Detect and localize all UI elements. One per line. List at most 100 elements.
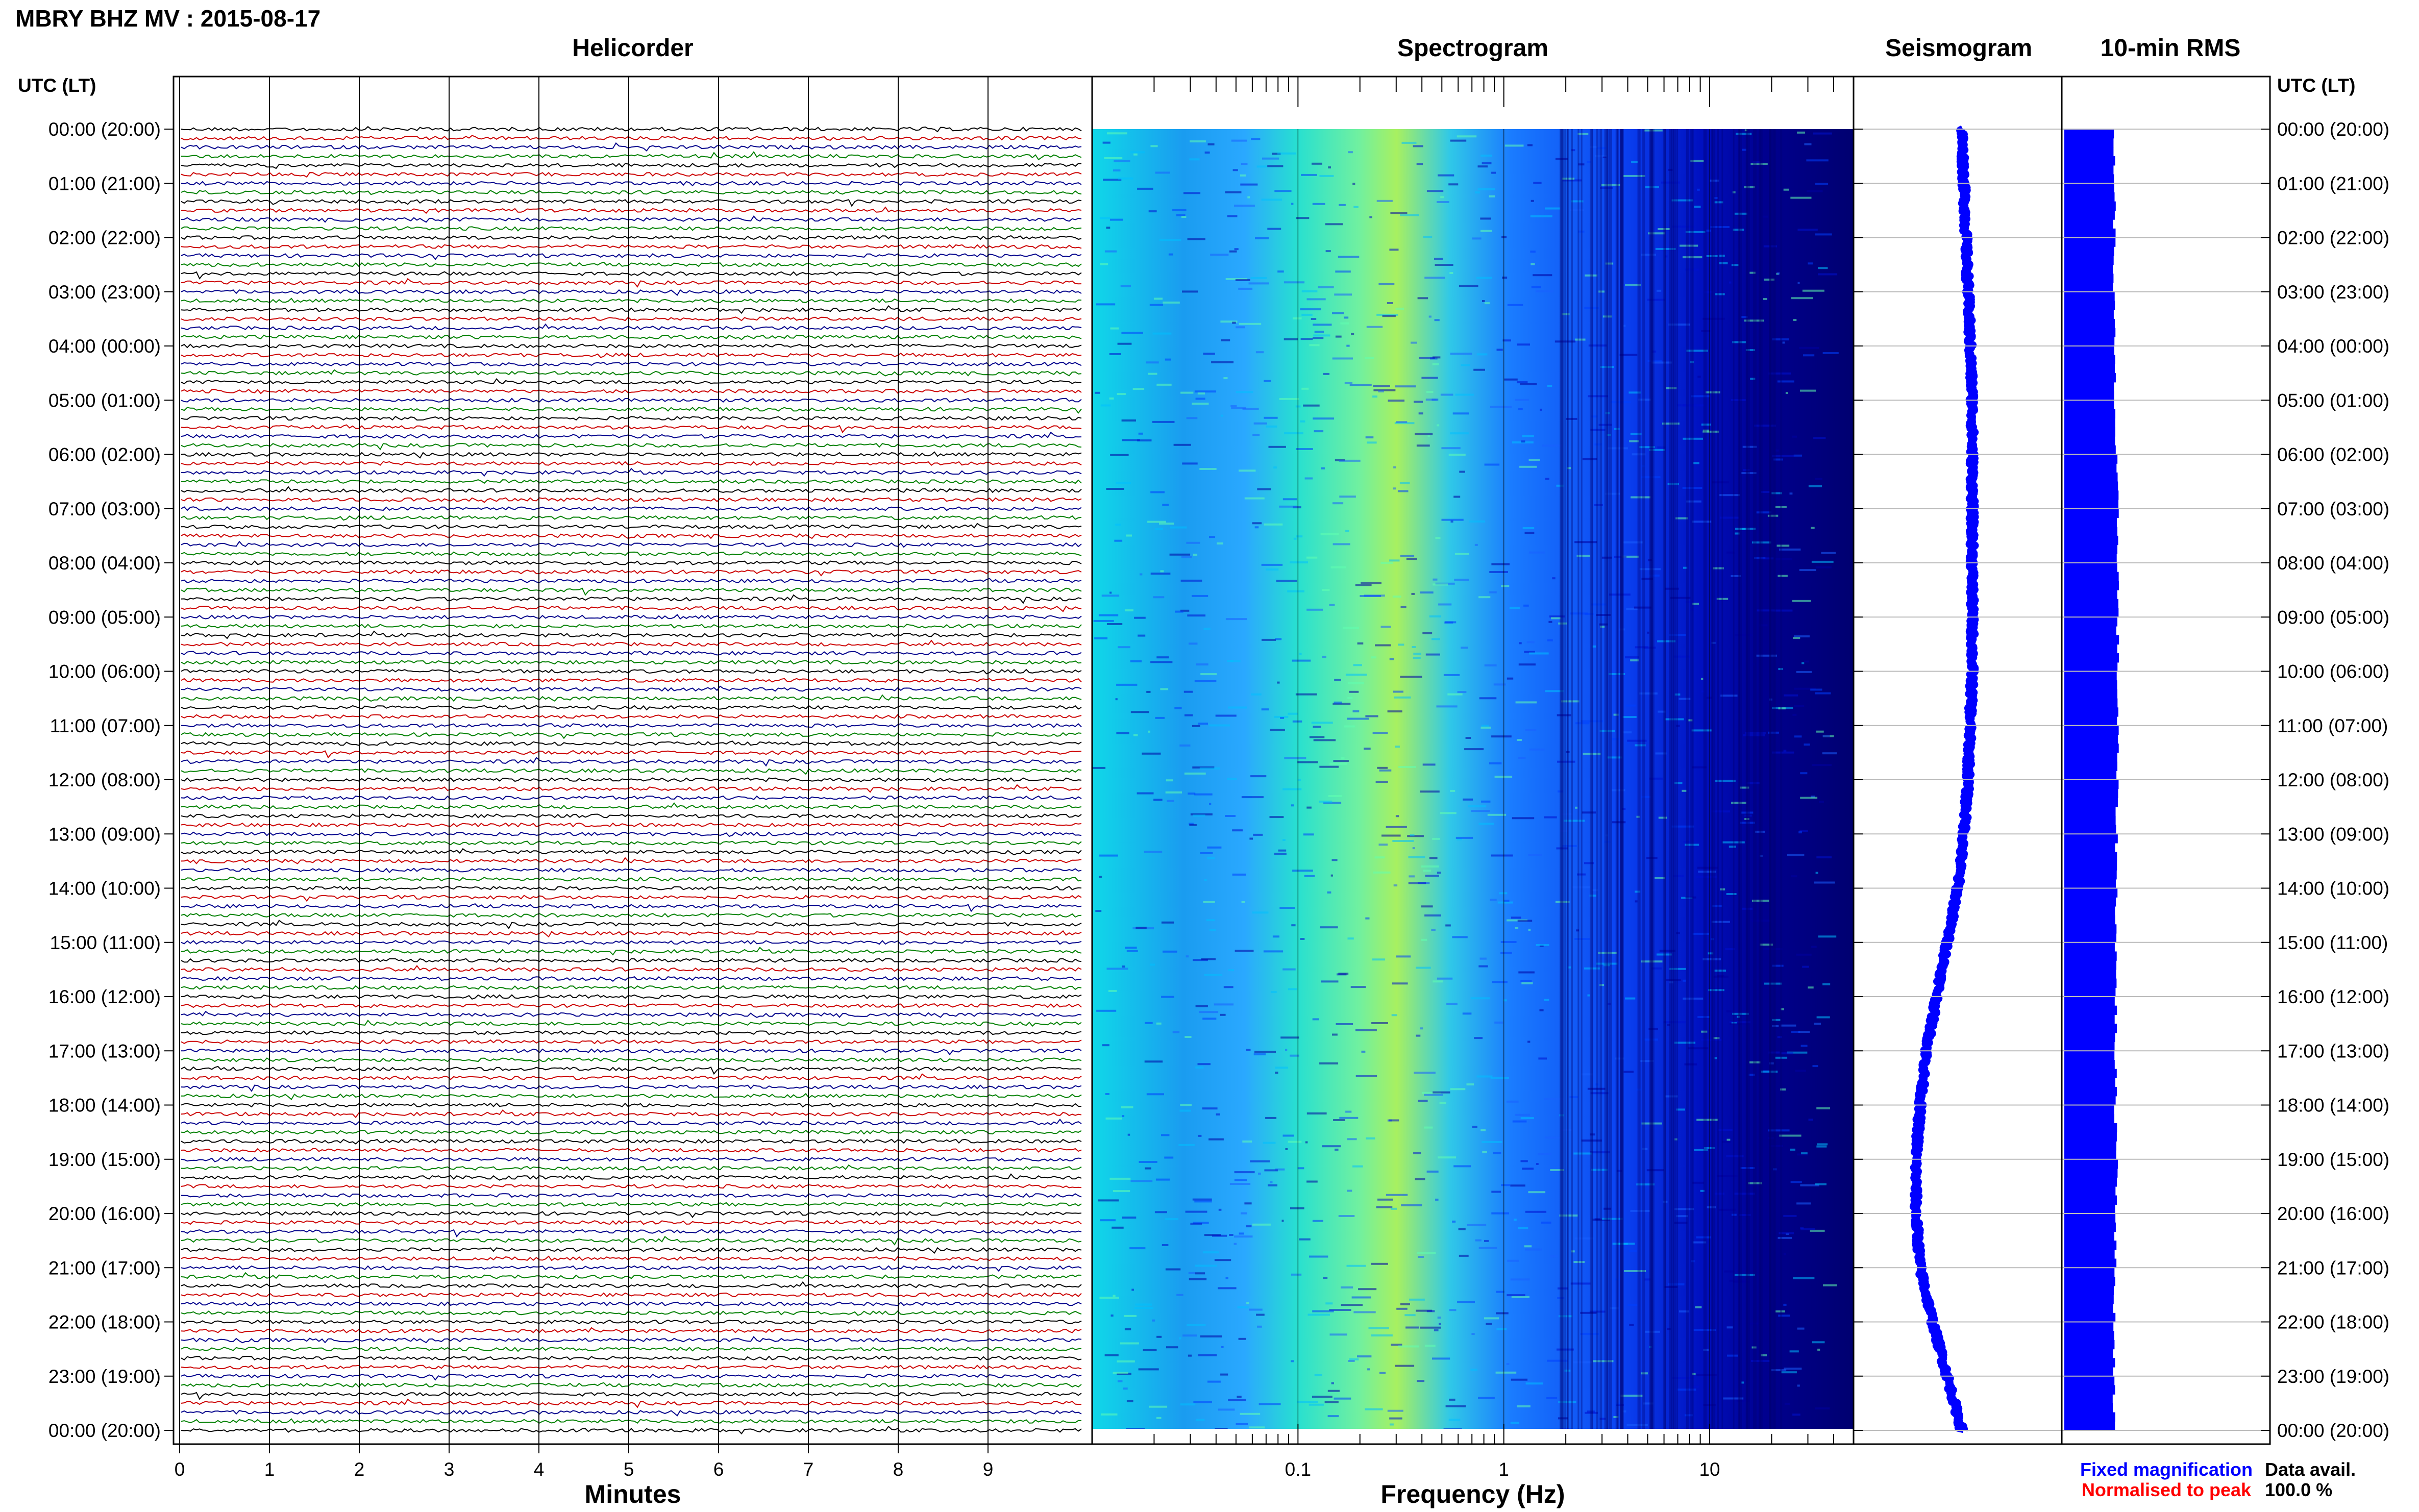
- spectrogram-speck: [1109, 218, 1123, 221]
- spectrogram-speck: [1398, 1345, 1419, 1348]
- time-label-right: 08:00 (04:00): [2277, 553, 2389, 574]
- spectrogram-speck: [1491, 735, 1512, 738]
- spectrogram-speck: [1182, 1334, 1197, 1337]
- spectrogram-speck: [1122, 1115, 1125, 1118]
- rms-bar: [2064, 1141, 2116, 1151]
- spectrogram-speck: [1602, 315, 1612, 318]
- time-label-left: 22:00 (18:00): [48, 1312, 161, 1333]
- spectrogram-speck: [1195, 1265, 1217, 1267]
- spectrogram-speck: [1769, 698, 1772, 701]
- spectrogram-speck: [1288, 1141, 1302, 1143]
- spectrogram-speck: [1279, 505, 1297, 508]
- spectrogram-speck: [1570, 612, 1588, 615]
- spectrogram-speck: [1357, 642, 1364, 645]
- spectrogram-speck: [1706, 391, 1720, 393]
- spectrogram-speck: [1422, 763, 1436, 766]
- spectrogram-speck: [1536, 290, 1554, 292]
- spectrogram-speck: [1595, 1083, 1599, 1086]
- spectrogram-speck: [1740, 786, 1749, 789]
- spectrogram-speck: [1341, 1286, 1353, 1288]
- spectrogram-speck: [1804, 743, 1810, 746]
- spectrogram-speck: [1153, 596, 1165, 599]
- rms-bar: [2064, 255, 2114, 265]
- spectrogram-speck: [1347, 1138, 1357, 1141]
- spectrogram-speck: [1477, 188, 1495, 190]
- rms-bar: [2064, 788, 2118, 798]
- spectrogram-speck: [1733, 191, 1736, 193]
- helicorder-trace: [181, 1255, 1082, 1261]
- spectrogram-speck: [1470, 1369, 1477, 1371]
- spectrogram-speck: [1510, 1422, 1519, 1424]
- rms-bar: [2064, 581, 2119, 590]
- spectrogram-speck: [1444, 621, 1453, 624]
- spectrogram-speck: [1285, 1148, 1288, 1150]
- rms-bar: [2064, 409, 2115, 419]
- helicorder-trace: [181, 1327, 1082, 1333]
- time-label-left: 23:00 (19:00): [48, 1366, 161, 1387]
- spectrogram-speck: [1587, 161, 1591, 163]
- spectrogram-speck: [1160, 570, 1164, 573]
- spectrogram-speck: [1113, 1295, 1116, 1297]
- spectrogram-speck: [1544, 999, 1549, 1001]
- spectrogram-speck: [1812, 764, 1832, 766]
- spectrogram-speck: [1464, 748, 1484, 751]
- spectrogram-speck: [1269, 816, 1284, 819]
- spectrogram-speck: [1400, 214, 1419, 216]
- rms-bar: [2064, 535, 2118, 546]
- time-label-right: 02:00 (22:00): [2277, 228, 2389, 249]
- spectrogram-speck: [1169, 553, 1191, 556]
- spectrogram-speck: [1715, 780, 1736, 782]
- spectrogram-speck: [1106, 968, 1128, 970]
- spectrogram-band: [1677, 129, 1679, 1429]
- helicorder-trace: [181, 278, 1082, 288]
- rms-frame: [2061, 76, 2271, 1445]
- spectrogram-speck: [1475, 1239, 1482, 1242]
- spectrogram-speck: [1187, 238, 1205, 240]
- rms-bar: [2064, 355, 2115, 364]
- spectrogram-speck: [1700, 678, 1704, 680]
- spectrogram-speck: [1635, 744, 1646, 747]
- spectrogram-speck: [1642, 465, 1645, 467]
- spectrogram-speck: [1489, 762, 1502, 764]
- spectrogram-speck: [1803, 354, 1815, 357]
- spectrogram-speck: [1413, 657, 1421, 659]
- spectrogram-speck: [1198, 1354, 1217, 1356]
- spectrogram-speck: [1559, 1114, 1564, 1117]
- spectrogram-band: [1650, 129, 1652, 1429]
- spectrogram-speck: [1296, 448, 1313, 450]
- spectrogram-speck: [1494, 1021, 1503, 1024]
- spectrogram-speck: [1437, 424, 1440, 427]
- spectrogram-speck: [1180, 1403, 1196, 1406]
- rms-bar: [2064, 1177, 2117, 1187]
- rms-bar: [2064, 490, 2119, 500]
- spectrogram-speck: [1683, 841, 1690, 844]
- spectrogram-speck: [1447, 693, 1463, 696]
- spectrogram-speck: [1813, 132, 1832, 135]
- spectrogram-speck: [1585, 612, 1594, 615]
- spectrogram-speck: [1793, 635, 1810, 638]
- helicorder-trace: [181, 540, 1082, 548]
- spectrogram-speck: [1546, 1397, 1558, 1399]
- spectrogram-speck: [1277, 270, 1284, 273]
- spectrogram-speck: [1372, 958, 1386, 961]
- spectrogram-speck: [1392, 840, 1414, 842]
- spectrogram-speck: [1365, 917, 1370, 920]
- spectrogram-speck: [1625, 656, 1639, 659]
- spectrogram-speck: [1434, 258, 1443, 260]
- rms-bar: [2064, 364, 2115, 374]
- spectrogram-speck: [1426, 391, 1434, 393]
- spectrogram-speck: [1304, 477, 1313, 480]
- helicorder-trace: [181, 461, 1082, 466]
- spectrogram-speck: [1311, 318, 1317, 320]
- spectrogram-speck: [1733, 1281, 1750, 1283]
- spectrogram-speck: [1710, 179, 1719, 182]
- spectrogram-speck: [1714, 970, 1726, 972]
- spectrogram-speck: [1159, 239, 1181, 241]
- spectrogram-speck: [1520, 980, 1532, 982]
- rms-bar: [2064, 427, 2115, 437]
- spectrogram-speck: [1184, 714, 1193, 716]
- spectrogram-speck: [1386, 826, 1407, 828]
- spectrogram-speck: [1517, 343, 1530, 346]
- spectrogram-speck: [1424, 1126, 1433, 1129]
- rms-bar: [2064, 192, 2115, 202]
